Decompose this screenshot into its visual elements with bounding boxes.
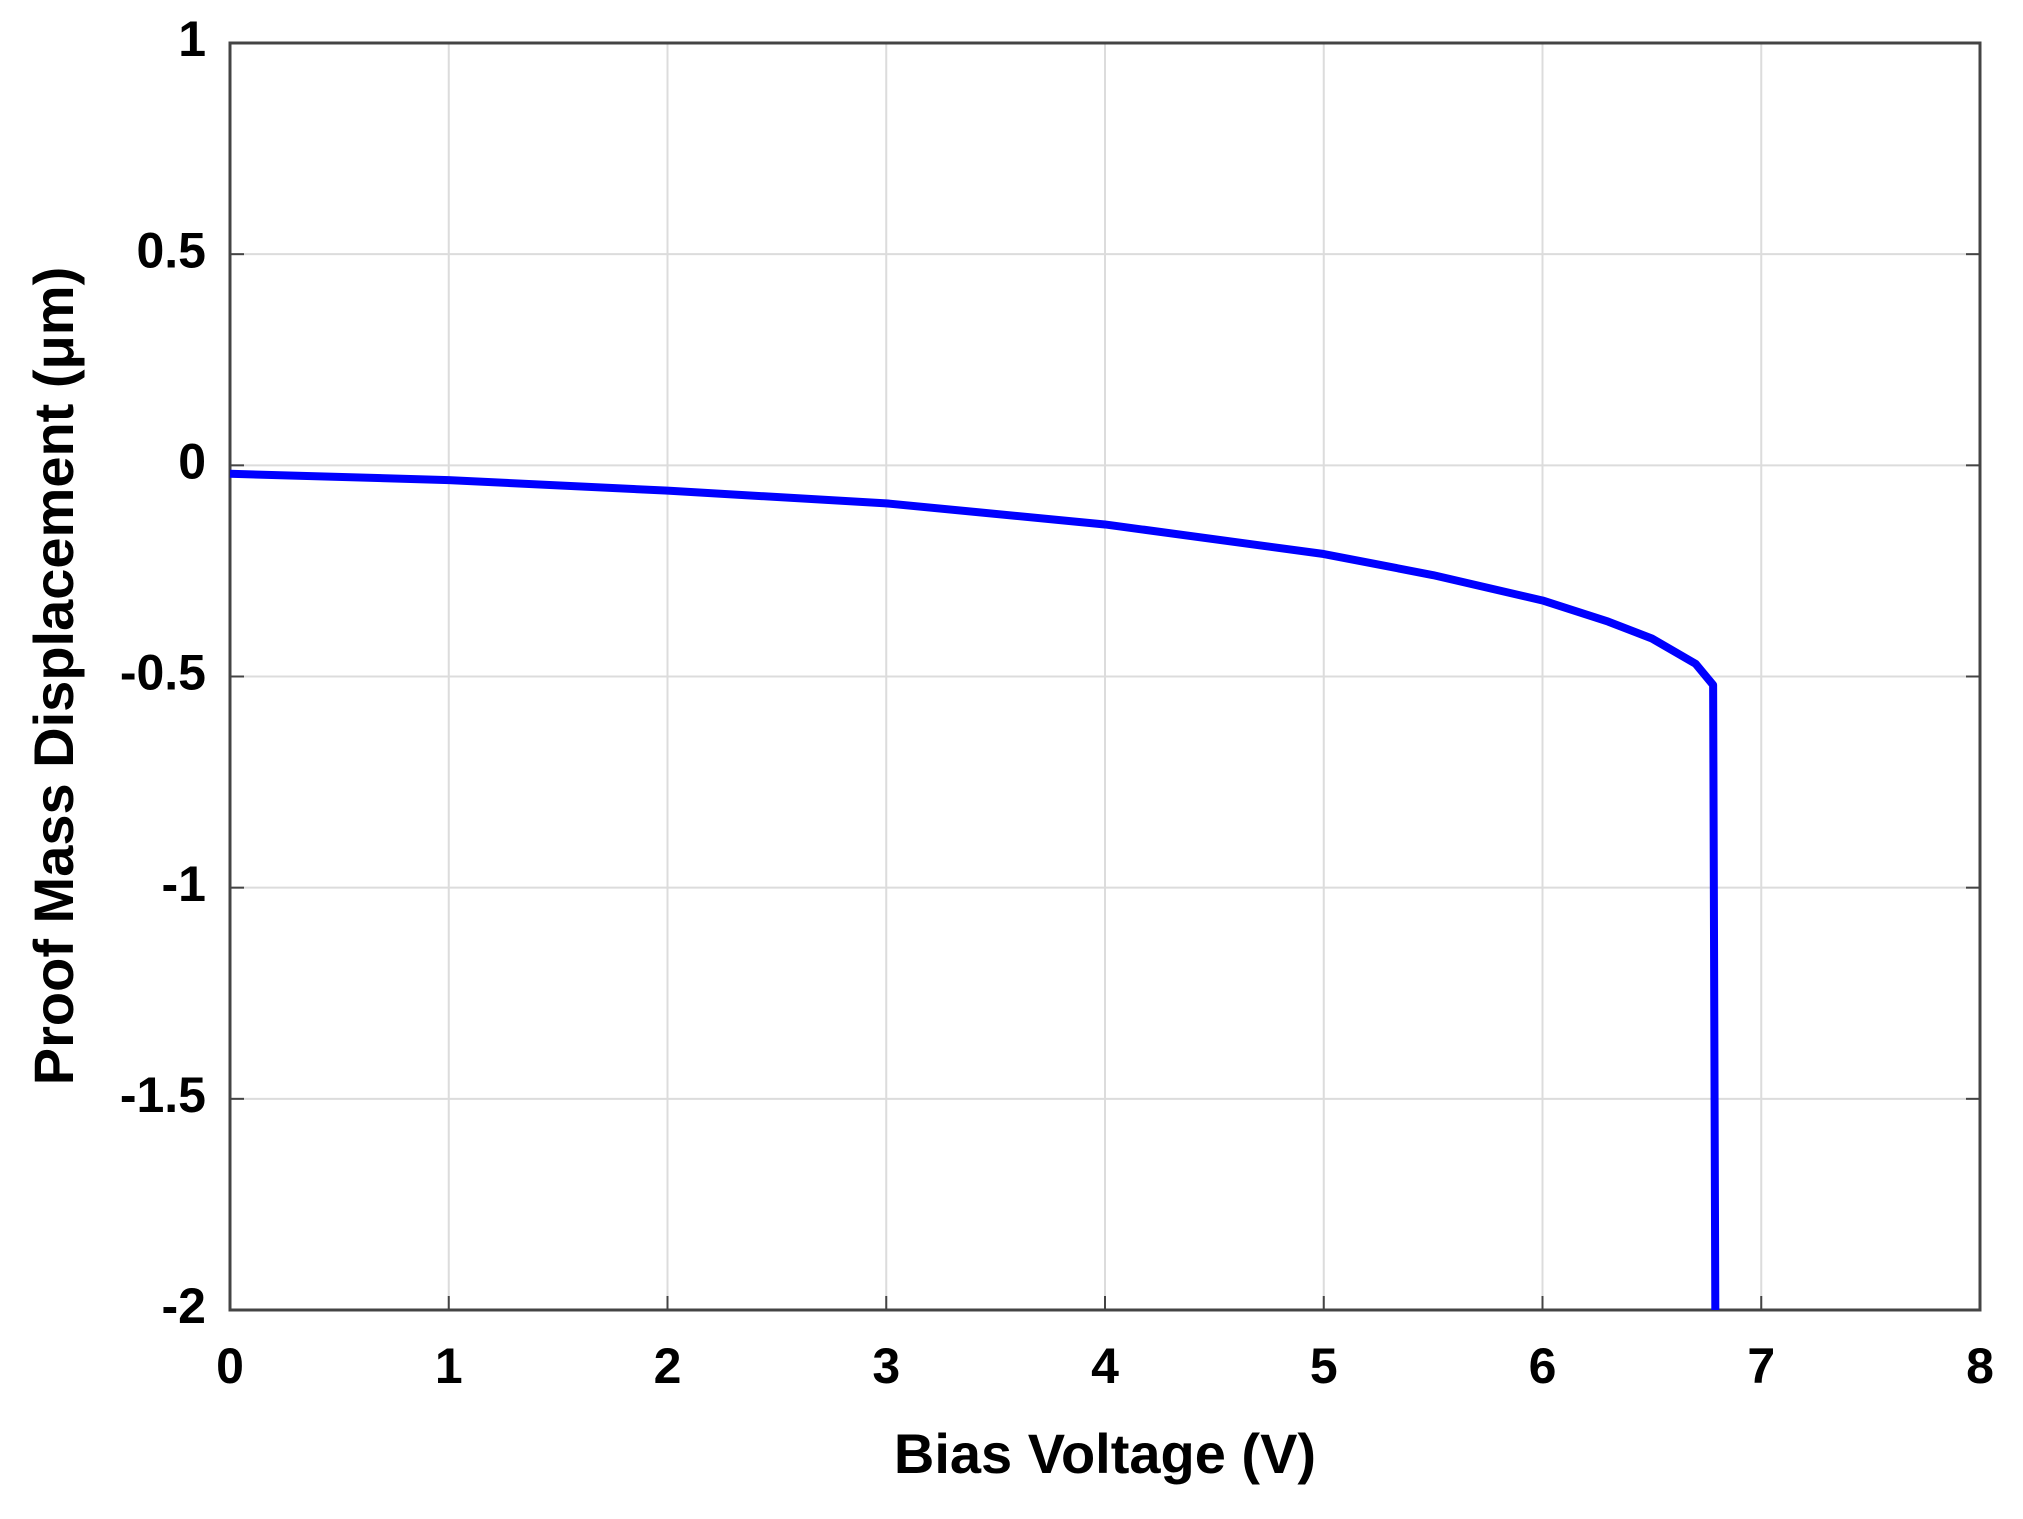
plot-frame [228, 41, 1982, 1312]
x-tick-label: 3 [872, 1338, 900, 1394]
y-axis-label: Proof Mass Displacement (μm) [22, 267, 85, 1085]
data-line [229, 469, 1720, 1311]
x-tick-label: 6 [1529, 1338, 1557, 1394]
y-tick-label: -2 [162, 1278, 206, 1334]
y-tick-label: 1 [178, 11, 206, 67]
x-tick-label: 7 [1747, 1338, 1775, 1394]
x-tick-label: 8 [1966, 1338, 1994, 1394]
y-tick-label: -0.5 [120, 645, 206, 701]
x-tick-label: 1 [435, 1338, 463, 1394]
x-axis-label: Bias Voltage (V) [894, 1422, 1316, 1485]
y-tick-label: 0 [178, 434, 206, 490]
x-tick-label: 5 [1310, 1338, 1338, 1394]
x-tick-label: 2 [654, 1338, 682, 1394]
y-tick-label: 0.5 [136, 222, 206, 278]
y-tick-label: -1.5 [120, 1067, 206, 1123]
x-tick-label: 4 [1091, 1338, 1119, 1394]
y-tick-label: -1 [162, 856, 206, 912]
x-tick-label: 0 [216, 1338, 244, 1394]
